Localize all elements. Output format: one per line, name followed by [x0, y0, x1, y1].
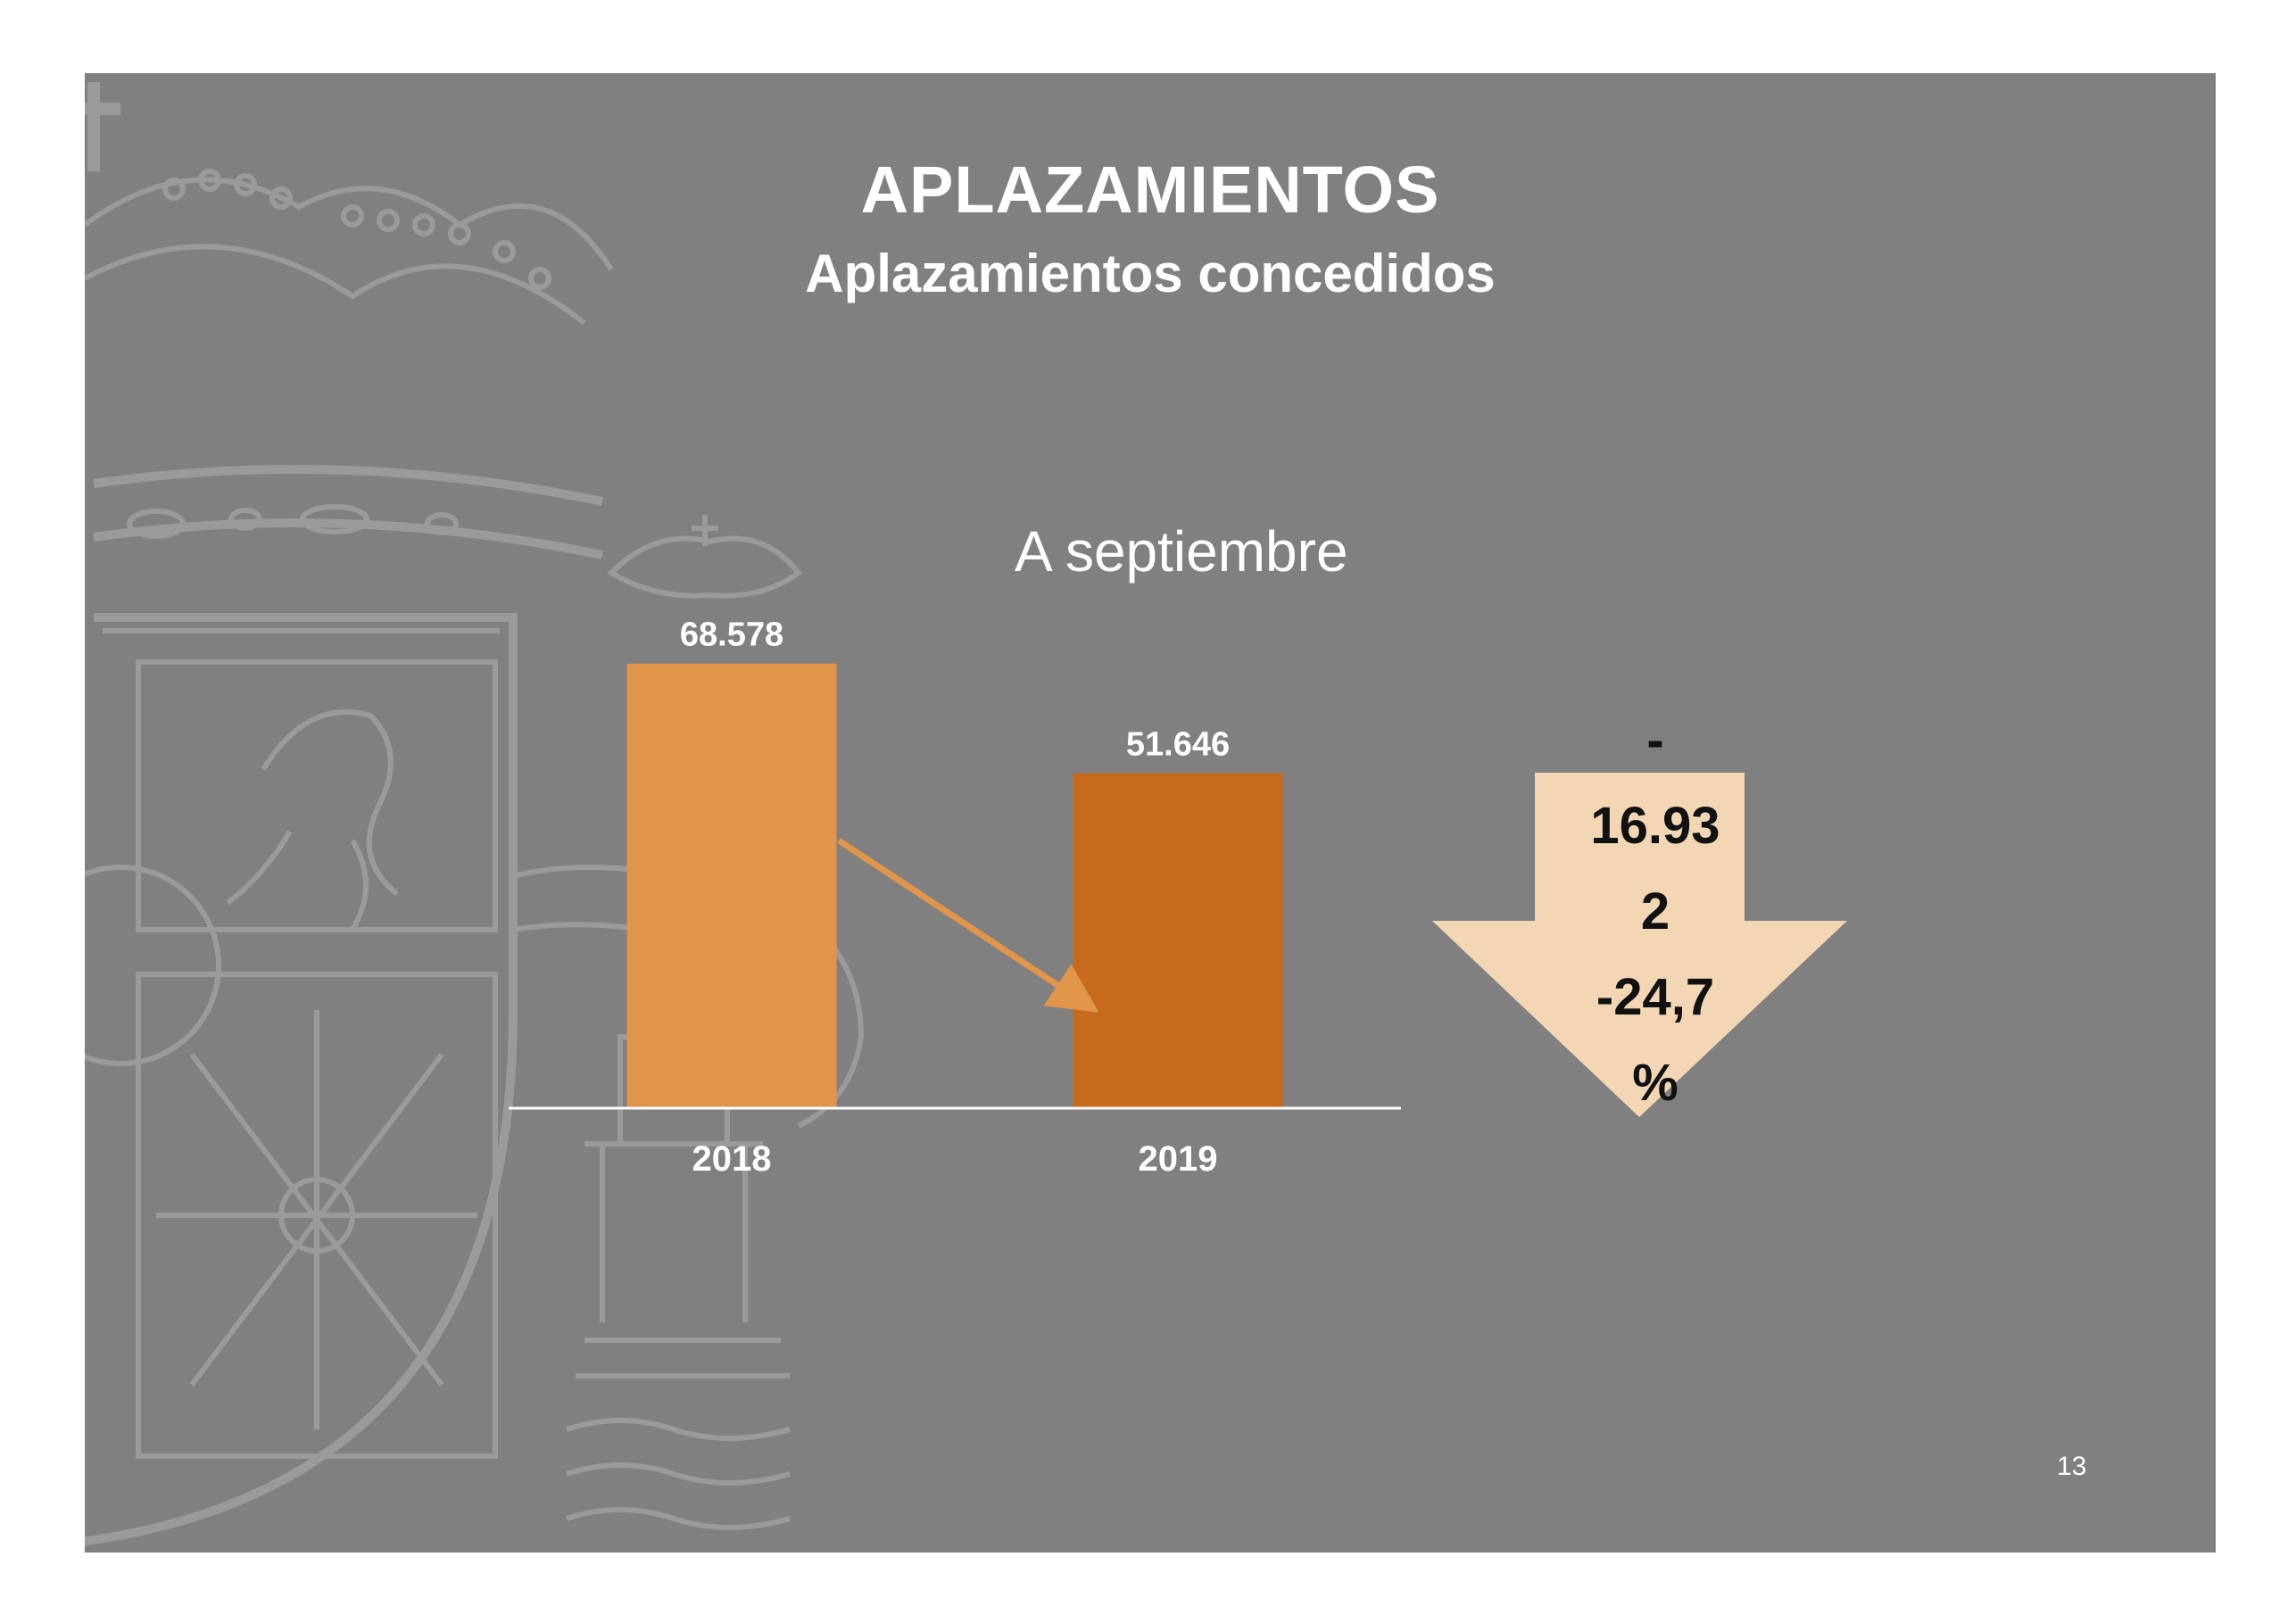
change-percent-line1: -24,7: [1596, 968, 1715, 1026]
period-note: A septiembre: [1015, 519, 1348, 584]
slide-title: APLAZAMIENTOS: [860, 153, 1440, 227]
x-tick-label-2019: 2019: [1139, 1139, 1218, 1179]
trend-arrow: [837, 838, 1099, 1013]
down-arrow-icon: [1432, 773, 1847, 1117]
change-sign: -: [1646, 711, 1664, 769]
page-number: 13: [2057, 1452, 2087, 1481]
change-absolute-line2: 2: [1640, 882, 1670, 940]
bar-value-label-2018: 68.578: [680, 617, 783, 654]
bar-2018: [626, 663, 837, 1108]
change-percent-line2: %: [1632, 1054, 1678, 1112]
bar-chart: 68.578 51.646 2018 2019: [509, 617, 1847, 1179]
slide-subtitle: Aplazamientos concedidos: [805, 244, 1496, 303]
bar-value-label-2019: 51.646: [1126, 726, 1230, 764]
change-absolute-line1: 16.93: [1590, 797, 1720, 855]
slide: APLAZAMIENTOS Aplazamientos concedidos 6…: [85, 73, 2216, 1553]
x-tick-label-2018: 2018: [692, 1139, 772, 1179]
change-annotation: - 16.93 2 -24,7 %: [1535, 698, 1776, 1126]
bar-2019: [1073, 773, 1283, 1108]
